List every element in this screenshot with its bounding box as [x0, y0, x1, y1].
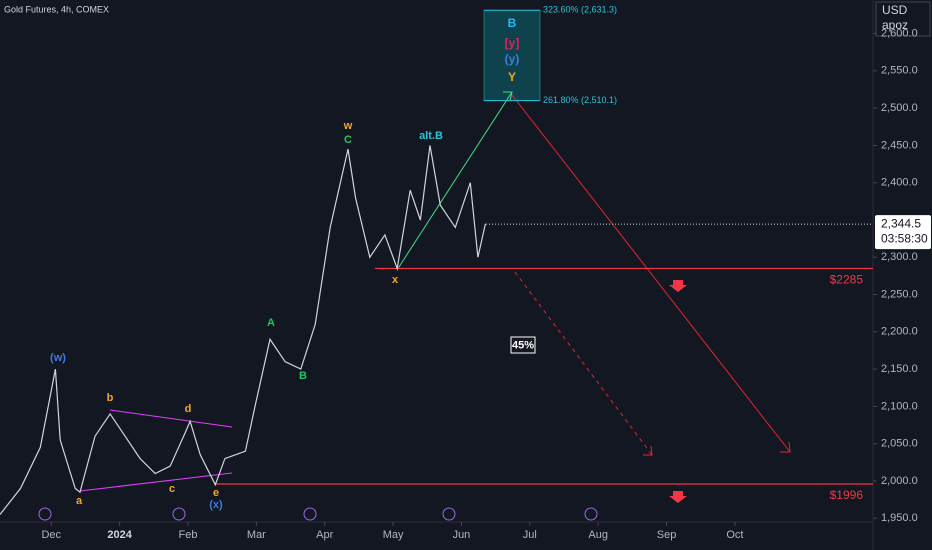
x-tick-label: Jun: [453, 529, 471, 541]
probability-box: [510, 336, 536, 354]
y-tick-label: 2,050.0: [881, 438, 918, 450]
triangle-line: [79, 472, 233, 492]
level-label: $2285: [830, 273, 864, 287]
wave-label: B: [299, 370, 307, 382]
projection-arrow: [511, 94, 791, 453]
currency-box: [875, 1, 931, 37]
y-tick-label: 2,400.0: [881, 177, 918, 189]
arrow-head: [503, 91, 513, 102]
last-price-box: [875, 215, 931, 250]
wave-label: x: [392, 274, 399, 286]
y-tick-label: 2,550.0: [881, 65, 918, 77]
event-icon: [172, 507, 186, 521]
arrow-head: [643, 445, 653, 456]
down-arrow-icon: [669, 491, 687, 503]
y-tick-label: 2,600.0: [881, 27, 918, 39]
price-line: [0, 145, 486, 515]
currency-label: USD: [882, 3, 908, 17]
event-icons: [38, 507, 598, 521]
y-tick-label: 2,250.0: [881, 288, 918, 300]
event-icon: [442, 507, 456, 521]
last-price-label: 2,344.5: [881, 216, 921, 230]
fib-label: 323.60% (2,631.3): [543, 5, 617, 15]
wave-label: a: [76, 495, 83, 507]
wave-label: B: [508, 16, 517, 30]
y-tick-label: 1,950.0: [881, 512, 918, 524]
wave-label: Y: [508, 70, 516, 84]
probability-label: 45%: [512, 339, 534, 351]
countdown-label: 03:58:30: [881, 231, 928, 245]
wave-label: (x): [209, 499, 223, 511]
y-tick-label: 2,450.0: [881, 139, 918, 151]
x-tick-label: Oct: [726, 529, 743, 541]
event-icon: [38, 507, 52, 521]
x-tick-label: Dec: [41, 529, 61, 541]
x-tick-label: Jul: [523, 529, 537, 541]
chart-title: Gold Futures, 4h, COMEX: [4, 4, 109, 14]
wave-label: (w): [50, 352, 66, 364]
fib-label: 261.80% (2,510.1): [543, 95, 617, 105]
wave-label: (y): [505, 52, 520, 66]
wave-label: [y]: [505, 36, 520, 50]
level-label: $1996: [830, 488, 864, 502]
fib-zone: [483, 9, 541, 101]
x-tick-label: Apr: [316, 529, 333, 541]
y-tick-label: 2,200.0: [881, 326, 918, 338]
x-tick-label: May: [383, 529, 404, 541]
y-tick-label: 2,150.0: [881, 363, 918, 375]
y-tick-label: 2,000.0: [881, 475, 918, 487]
wave-label: A: [267, 317, 275, 329]
x-tick-label: Sep: [657, 529, 677, 541]
x-tick-label: Feb: [179, 529, 198, 541]
wave-label: c: [169, 483, 175, 495]
wave-label: w: [343, 120, 353, 132]
y-tick-label: 2,300.0: [881, 251, 918, 263]
y-tick-label: 2,500.0: [881, 102, 918, 114]
x-tick-label: Aug: [588, 529, 608, 541]
down-arrow-icon: [669, 280, 687, 292]
event-icon: [303, 507, 317, 521]
event-icon: [584, 507, 598, 521]
wave-label: e: [213, 487, 219, 499]
wave-label: C: [344, 134, 352, 146]
wave-label: d: [185, 403, 192, 415]
wave-label: b: [107, 392, 114, 404]
scale-label: apoz: [882, 18, 908, 32]
x-tick-label: 2024: [107, 529, 132, 541]
arrow-head: [780, 441, 791, 453]
wave-label: alt.B: [419, 130, 443, 142]
x-tick-label: Mar: [247, 529, 266, 541]
y-tick-label: 2,100.0: [881, 400, 918, 412]
projection-arrow: [514, 271, 653, 456]
fib-box: [483, 9, 541, 101]
projection-arrow: [396, 91, 513, 271]
triangle-line: [109, 409, 233, 428]
